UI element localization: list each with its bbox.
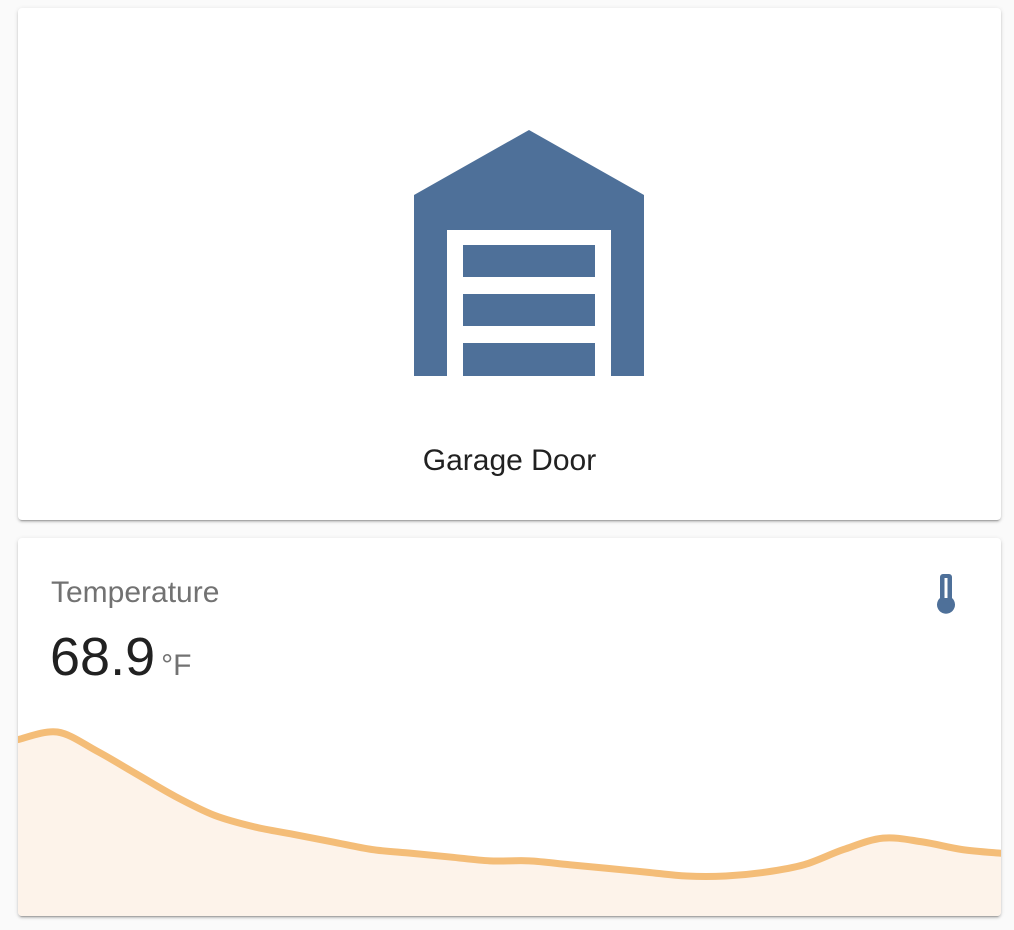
temperature-unit: °F <box>161 649 192 682</box>
thermometer-icon <box>928 572 964 616</box>
garage-door-label: Garage Door <box>422 444 597 477</box>
temperature-reading: 68.9 °F <box>50 626 191 688</box>
temperature-value: 68.9 <box>50 627 156 687</box>
temperature-title: Temperature <box>51 576 220 609</box>
temperature-sensor-card[interactable]: Temperature 68.9 °F <box>18 538 1001 916</box>
temperature-history-graph <box>18 728 1001 916</box>
temperature-history-line <box>18 728 1001 880</box>
garage-door-card[interactable]: Garage Door <box>18 8 1001 520</box>
garage-icon <box>394 120 664 390</box>
temperature-history-fill <box>18 731 1001 916</box>
